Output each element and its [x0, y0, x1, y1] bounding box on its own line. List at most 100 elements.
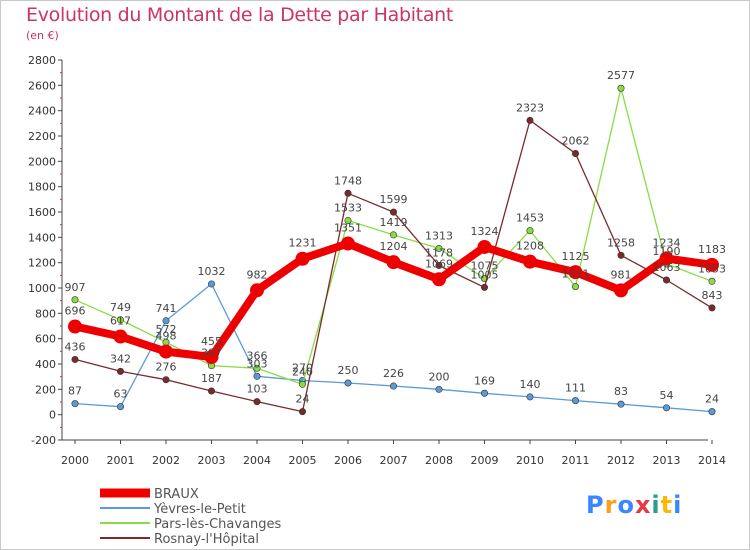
data-label-braux: 455: [201, 335, 222, 348]
point-rosnay-l-hopital: [71, 355, 79, 363]
y-tick-label: 0: [49, 409, 56, 422]
data-label-rosnay-l-hopital: 2323: [516, 101, 544, 114]
axes: -200 0 200 400 600 800 1000 1200 1400 1600 1800 200…: [28, 54, 726, 467]
y-tick-label: 1600: [28, 206, 56, 219]
data-label-rosnay-l-hopital: 1005: [471, 268, 499, 281]
point-pars-les-chavanges: [71, 296, 79, 304]
point-braux: [250, 283, 264, 298]
legend: BRAUXYèvres-le-PetitPars-lès-ChavangesRo…: [100, 487, 282, 547]
data-label-pars-les-chavanges: 387: [201, 347, 222, 360]
point-yevres-le-petit: [526, 393, 534, 401]
data-label-rosnay-l-hopital: 436: [65, 340, 86, 353]
y-tick-label: 200: [35, 383, 56, 396]
point-rosnay-l-hopital: [480, 283, 488, 291]
x-tick-label: 2013: [653, 454, 681, 467]
y-tick-label: 2400: [28, 105, 56, 118]
x-tick-label: 2008: [425, 454, 453, 467]
x-tick-label: 2014: [698, 454, 726, 467]
x-tick-label: 2004: [243, 454, 271, 467]
legend-label-yevres-le-petit: Yèvres-le-Petit: [153, 502, 246, 517]
point-rosnay-l-hopital: [708, 304, 716, 312]
y-tick-label: 800: [35, 307, 56, 320]
point-pars-les-chavanges: [117, 316, 125, 324]
data-label-pars-les-chavanges: 1453: [516, 212, 544, 225]
point-yevres-le-petit: [162, 317, 170, 325]
data-label-pars-les-chavanges: 366: [247, 349, 268, 362]
x-tick-label: 2010: [516, 454, 544, 467]
point-pars-les-chavanges: [526, 227, 534, 235]
data-label-braux: 696: [65, 305, 86, 318]
point-pars-les-chavanges: [389, 231, 397, 239]
point-pars-les-chavanges: [435, 244, 443, 252]
point-pars-les-chavanges: [344, 216, 352, 224]
data-label-yevres-le-petit: 83: [614, 385, 628, 398]
data-label-yevres-le-petit: 200: [429, 370, 450, 383]
x-tick-label: 2002: [152, 454, 180, 467]
point-braux: [159, 344, 173, 359]
data-label-pars-les-chavanges: 1053: [698, 262, 726, 275]
data-label-rosnay-l-hopital: 1178: [425, 246, 453, 259]
point-braux: [659, 251, 674, 266]
y-tick-label: 2000: [28, 155, 56, 168]
data-label-yevres-le-petit: 87: [68, 385, 82, 398]
data-label-rosnay-l-hopital: 843: [702, 289, 723, 302]
data-label-braux: 1183: [698, 243, 726, 256]
point-rosnay-l-hopital: [662, 276, 670, 284]
data-label-braux: 1069: [425, 257, 453, 270]
point-yevres-le-petit: [117, 403, 125, 411]
data-label-rosnay-l-hopital: 2062: [562, 134, 590, 147]
legend-label-pars-les-chavanges: Pars-lès-Chavanges: [154, 517, 282, 532]
point-pars-les-chavanges: [617, 84, 625, 92]
y-tick-label: 600: [35, 333, 56, 346]
data-label-rosnay-l-hopital: 1258: [607, 236, 635, 249]
chart-title: Evolution du Montant de la Dette par Hab…: [26, 4, 454, 26]
series-layer: [68, 84, 719, 416]
y-tick-label: 1000: [28, 282, 56, 295]
point-braux: [705, 257, 719, 272]
data-label-rosnay-l-hopital: 1063: [653, 261, 681, 274]
data-label-pars-les-chavanges: 1419: [380, 216, 408, 229]
data-label-yevres-le-petit: 270: [292, 361, 313, 374]
data-label-rosnay-l-hopital: 1599: [380, 193, 408, 206]
point-rosnay-l-hopital: [253, 398, 261, 406]
point-braux: [432, 272, 446, 287]
x-tick-label: 2003: [198, 454, 226, 467]
data-label-pars-les-chavanges: 240: [292, 365, 313, 378]
data-label-braux: 1324: [471, 225, 499, 238]
data-label-braux: 498: [156, 330, 177, 343]
data-label-rosnay-l-hopital: 103: [247, 383, 268, 396]
point-pars-les-chavanges: [708, 277, 716, 285]
x-tick-label: 2006: [334, 454, 362, 467]
point-braux: [68, 319, 82, 334]
data-label-yevres-le-petit: 169: [474, 374, 495, 387]
legend-label-rosnay-l-hopital: Rosnay-l'Hôpital: [154, 532, 259, 547]
data-label-yevres-le-petit: 1032: [198, 265, 226, 278]
x-tick-label: 2001: [107, 454, 135, 467]
point-braux: [477, 239, 492, 254]
data-label-rosnay-l-hopital: 1748: [334, 174, 362, 187]
data-label-rosnay-l-hopital: 276: [156, 361, 177, 374]
y-tick-label: 1800: [28, 181, 56, 194]
point-yevres-le-petit: [571, 397, 579, 405]
data-label-yevres-le-petit: 111: [565, 382, 586, 395]
point-rosnay-l-hopital: [571, 149, 579, 157]
data-label-pars-les-chavanges: 572: [156, 323, 177, 336]
data-label-braux: 1351: [334, 222, 362, 235]
data-label-braux: 1125: [562, 250, 590, 263]
point-yevres-le-petit: [208, 280, 216, 288]
data-label-braux: 1208: [516, 240, 544, 253]
data-label-braux: 617: [110, 315, 131, 328]
y-tick-label: 400: [35, 358, 56, 371]
point-rosnay-l-hopital: [344, 189, 352, 197]
point-yevres-le-petit: [480, 389, 488, 397]
point-braux: [204, 350, 219, 365]
data-label-rosnay-l-hopital: 187: [201, 372, 222, 385]
data-label-braux: 1234: [653, 236, 681, 249]
data-label-rosnay-l-hopital: 24: [296, 393, 310, 406]
y-tick-label: 2600: [28, 79, 56, 92]
point-braux: [295, 251, 310, 266]
data-label-pars-les-chavanges: 907: [65, 281, 86, 294]
point-braux: [568, 265, 583, 280]
